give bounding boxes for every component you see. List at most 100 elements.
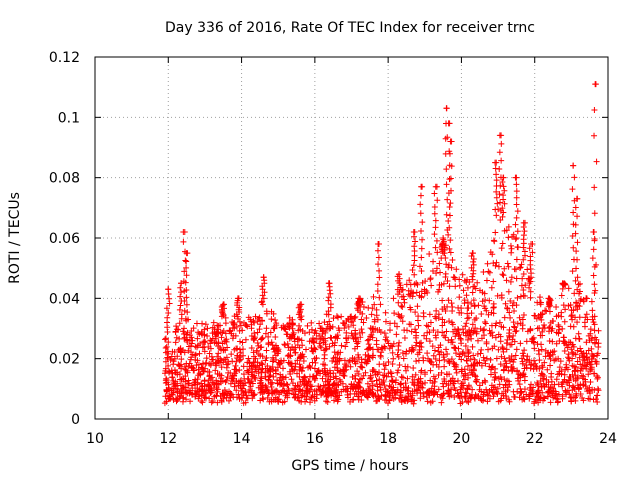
data-point (470, 258, 477, 265)
data-point (352, 313, 359, 320)
data-point (441, 356, 448, 363)
data-point (161, 370, 168, 377)
data-point (591, 313, 598, 320)
data-point (249, 380, 256, 387)
data-point (539, 310, 546, 317)
data-point (358, 326, 365, 333)
data-point (164, 314, 171, 321)
data-point (221, 387, 228, 394)
data-point (168, 353, 175, 360)
data-point (483, 339, 490, 346)
data-point (236, 318, 243, 325)
data-point (464, 299, 471, 306)
data-point (403, 281, 410, 288)
data-point (508, 364, 515, 371)
spike-point (592, 81, 599, 88)
data-point (289, 387, 296, 394)
data-point (202, 360, 209, 367)
data-point (465, 383, 472, 390)
spike-point (396, 271, 403, 278)
data-point (312, 346, 319, 353)
data-point (327, 370, 334, 377)
spike-point (355, 295, 362, 302)
spike-point (590, 228, 597, 235)
data-point (399, 303, 406, 310)
data-point (495, 263, 502, 270)
data-point (562, 388, 569, 395)
data-point (369, 382, 376, 389)
y-tick-label: 0.02 (49, 352, 80, 368)
data-point (202, 395, 209, 402)
data-point (555, 391, 562, 398)
data-point (586, 387, 593, 394)
data-point (191, 352, 198, 359)
data-point (461, 376, 468, 383)
data-point (246, 363, 253, 370)
data-point (473, 359, 480, 366)
data-point (398, 380, 405, 387)
data-point (572, 314, 579, 321)
data-point (258, 374, 265, 381)
data-point (498, 353, 505, 360)
data-point (417, 201, 424, 208)
data-point (470, 352, 477, 359)
data-point (548, 327, 555, 334)
data-point (184, 369, 191, 376)
data-point (409, 267, 416, 274)
data-point (490, 304, 497, 311)
data-point (408, 344, 415, 351)
data-point (163, 305, 170, 312)
data-point (591, 106, 598, 113)
data-point (505, 263, 512, 270)
data-point (474, 376, 481, 383)
data-point (278, 358, 285, 365)
data-point (566, 373, 573, 380)
data-point (377, 384, 384, 391)
data-point (198, 328, 205, 335)
data-point (526, 392, 533, 399)
data-point (445, 387, 452, 394)
data-point (435, 288, 442, 295)
data-point (395, 367, 402, 374)
spike-point (513, 174, 520, 181)
data-point (227, 369, 234, 376)
data-point (183, 301, 190, 308)
data-point (377, 301, 384, 308)
data-point (360, 387, 367, 394)
data-point (424, 398, 431, 405)
data-point (435, 348, 442, 355)
data-point (265, 377, 272, 384)
data-point (404, 363, 411, 370)
data-point (364, 394, 371, 401)
data-point (418, 245, 425, 252)
data-point (183, 286, 190, 293)
data-point (431, 210, 438, 217)
data-point (591, 236, 598, 243)
data-point (354, 393, 361, 400)
data-point (431, 190, 438, 197)
data-point (330, 381, 337, 388)
data-point (358, 356, 365, 363)
data-point (376, 294, 383, 301)
data-point (504, 340, 511, 347)
data-point (376, 267, 383, 274)
data-point (446, 148, 453, 155)
data-point (390, 395, 397, 402)
data-point (192, 387, 199, 394)
data-point (513, 275, 520, 282)
data-point (224, 374, 231, 381)
data-point (471, 356, 478, 363)
data-point (328, 335, 335, 342)
data-point (207, 337, 214, 344)
data-point (287, 352, 294, 359)
data-point (325, 308, 332, 315)
data-point (536, 357, 543, 364)
data-point (517, 320, 524, 327)
data-point (519, 350, 526, 357)
data-point (532, 396, 539, 403)
data-point (403, 348, 410, 355)
data-point (373, 377, 380, 384)
data-point (478, 397, 485, 404)
data-point (220, 347, 227, 354)
data-point (376, 361, 383, 368)
